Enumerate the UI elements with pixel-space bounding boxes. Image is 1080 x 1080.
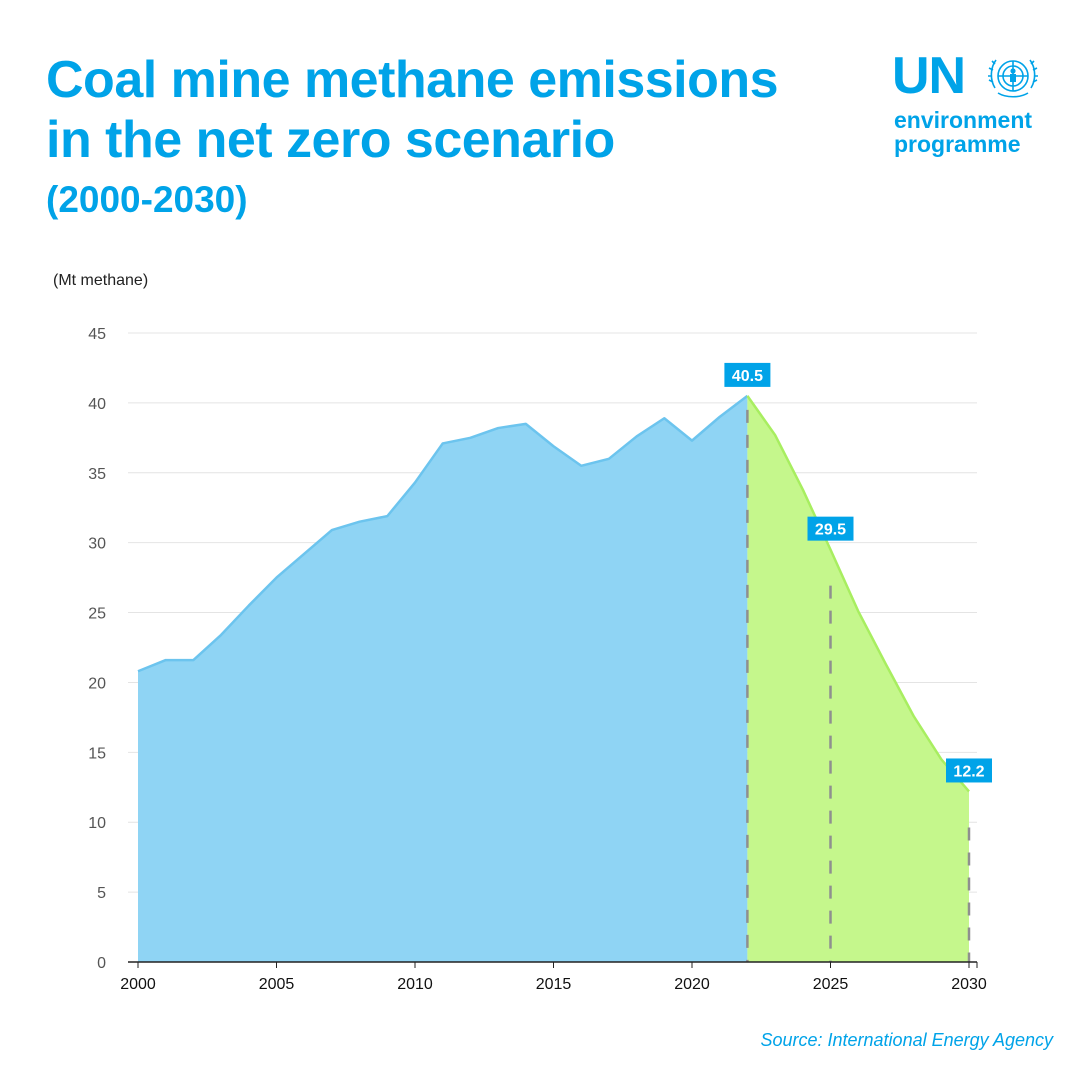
chart-title: Coal mine methane emissions in the net z…: [46, 50, 779, 170]
x-tick-label-2010: 2010: [397, 976, 433, 993]
y-tick-label-30: 30: [88, 536, 106, 553]
y-tick-label-10: 10: [88, 815, 106, 832]
x-tick-label-2015: 2015: [536, 976, 572, 993]
x-tick-label-2025: 2025: [813, 976, 849, 993]
data-label-box-2022: [724, 362, 771, 387]
y-axis-label: (Mt methane): [53, 272, 149, 289]
x-tick-label-2000: 2000: [120, 976, 156, 993]
data-label-2030: 12.2: [953, 763, 984, 780]
y-tick-label-15: 15: [88, 745, 106, 762]
source-note: Source: International Energy Agency: [760, 1030, 1053, 1050]
un-emblem-icon: [988, 59, 1038, 98]
series-1-area: [747, 395, 969, 962]
logo-programme-text: programme: [894, 131, 1021, 157]
data-label-2022: 40.5: [732, 368, 763, 385]
x-tick-label-2005: 2005: [259, 976, 295, 993]
y-tick-label-25: 25: [88, 606, 106, 623]
data-label-2025: 29.5: [815, 522, 846, 539]
x-tick-label-2030: 2030: [951, 976, 987, 993]
x-tick-label-2020: 2020: [674, 976, 710, 993]
logo-un-text: UN: [892, 47, 966, 105]
chart-subtitle: (2000-2030): [46, 179, 248, 220]
y-tick-label-0: 0: [97, 955, 106, 972]
data-label-box-2030: [946, 758, 992, 783]
unep-logo: UN environment programme: [892, 50, 1042, 160]
y-tick-label-5: 5: [97, 885, 106, 902]
chart-title-line-2: in the net zero scenario: [46, 111, 615, 169]
y-tick-label-20: 20: [88, 675, 106, 692]
y-tick-label-45: 45: [88, 326, 106, 343]
logo-environment-text: environment: [894, 107, 1033, 133]
y-tick-label-40: 40: [88, 396, 106, 413]
series-0-area: [138, 395, 748, 962]
data-label-box-2025: [807, 516, 854, 541]
chart-title-line-1: Coal mine methane emissions: [46, 51, 779, 109]
y-tick-label-35: 35: [88, 466, 106, 483]
